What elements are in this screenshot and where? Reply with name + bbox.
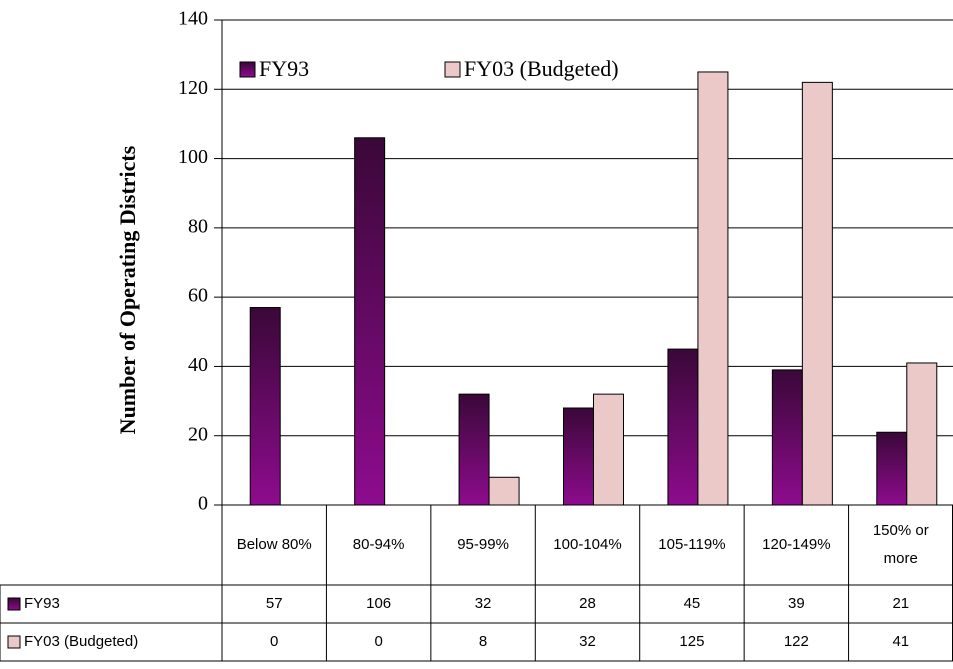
table-value: 106 [366, 595, 391, 612]
category-cell: 95-99% [457, 536, 509, 553]
y-tick-label: 0 [198, 493, 208, 515]
category-cell: 150% or more [872, 522, 929, 567]
category-cell: 80-94% [352, 536, 405, 553]
x-tick-label: 120-149% [762, 536, 831, 553]
y-tick-label: 140 [178, 8, 208, 30]
table-value: 8 [479, 633, 487, 650]
x-tick-label: Below 80% [236, 536, 312, 553]
table-value: 0 [374, 633, 382, 650]
bar [458, 393, 490, 506]
table-value: 41 [892, 633, 909, 650]
table-value: 28 [579, 595, 596, 612]
x-tick-label: 80-94% [352, 536, 405, 553]
y-tick-label: 120 [178, 77, 208, 99]
x-tick-label: 150% or more [872, 522, 929, 567]
legend-label: FY93 [259, 56, 309, 81]
legend-swatch [239, 61, 256, 78]
bar [563, 407, 594, 506]
category-cell: Below 80% [236, 536, 312, 553]
category-cell: 120-149% [762, 536, 831, 553]
bar [354, 137, 386, 506]
table-value: 45 [684, 595, 701, 612]
bar [488, 476, 520, 506]
bar [906, 362, 938, 506]
legend-label: FY03 (Budgeted) [464, 56, 619, 81]
bar [667, 348, 699, 506]
table-value: 57 [266, 595, 283, 612]
y-axis-label: Number of Operating Districts [115, 145, 140, 434]
y-tick-label: 40 [188, 354, 208, 376]
bar [771, 369, 803, 506]
table-value: 32 [475, 595, 492, 612]
table-value: 39 [788, 595, 805, 612]
y-tick-label: 80 [188, 215, 208, 237]
x-tick-label: 100-104% [553, 536, 622, 553]
x-tick-label: 105-119% [658, 536, 726, 553]
table-legend-swatch [7, 597, 21, 611]
table-value: 0 [270, 633, 278, 650]
bar [249, 307, 281, 506]
bar [697, 71, 729, 506]
table-row-label: FY03 (Budgeted) [24, 633, 138, 650]
bar [801, 81, 833, 506]
x-tick-label: 95-99% [457, 536, 509, 553]
bar [876, 431, 908, 506]
table-value: 32 [579, 633, 596, 650]
table-legend-swatch [7, 635, 21, 649]
y-tick-label: 20 [188, 423, 208, 445]
table-value: 21 [892, 595, 909, 612]
legend-swatch [444, 61, 461, 78]
y-tick-label: 100 [178, 146, 208, 168]
bar [593, 393, 624, 506]
table-row-label: FY93 [24, 595, 60, 612]
table-value: 125 [679, 633, 704, 650]
category-cell: 105-119% [658, 536, 726, 553]
y-tick-label: 60 [188, 285, 208, 307]
category-cell: 100-104% [553, 536, 622, 553]
table-value: 122 [784, 633, 809, 650]
